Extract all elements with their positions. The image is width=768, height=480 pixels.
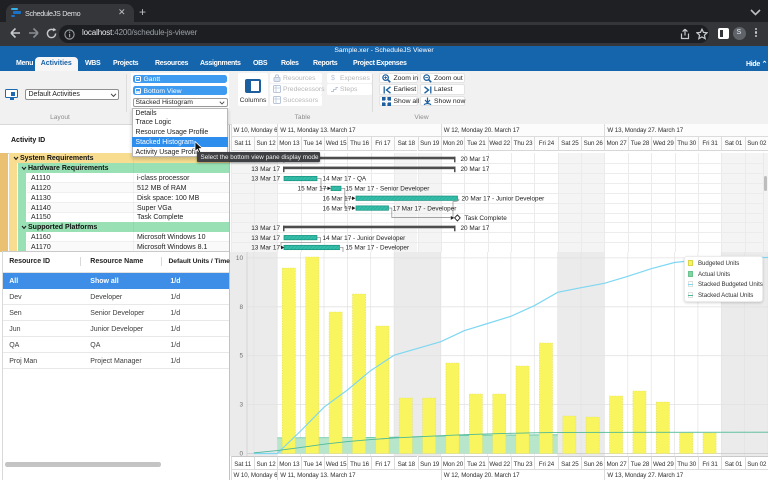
svg-text:0: 0 bbox=[239, 451, 243, 458]
svg-text:13 Mar 17: 13 Mar 17 bbox=[251, 244, 280, 251]
svg-text:3: 3 bbox=[239, 402, 243, 409]
svg-text:15 Mar 17: 15 Mar 17 bbox=[298, 185, 327, 192]
svg-text:14 Mar 17 - Junior Developer: 14 Mar 17 - Junior Developer bbox=[323, 234, 407, 241]
svg-text:20 Mar 17: 20 Mar 17 bbox=[461, 156, 490, 163]
svg-text:8: 8 bbox=[239, 304, 243, 311]
svg-text:15 Mar 17 - Developer: 15 Mar 17 - Developer bbox=[346, 244, 410, 251]
svg-text:13 Mar 17: 13 Mar 17 bbox=[251, 175, 280, 182]
svg-text:13 Mar 17: 13 Mar 17 bbox=[251, 165, 280, 172]
svg-text:13 Mar 17: 13 Mar 17 bbox=[251, 234, 280, 241]
svg-text:13 Mar 17: 13 Mar 17 bbox=[251, 224, 280, 231]
svg-text:14 Mar 17 - QA: 14 Mar 17 - QA bbox=[323, 175, 367, 182]
svg-text:5: 5 bbox=[239, 353, 243, 360]
svg-text:10: 10 bbox=[236, 255, 244, 262]
svg-text:16 Mar 17: 16 Mar 17 bbox=[323, 195, 352, 202]
svg-text:16 Mar 17: 16 Mar 17 bbox=[323, 205, 352, 212]
svg-text:20 Mar 17 - Junior Developer: 20 Mar 17 - Junior Developer bbox=[462, 195, 546, 202]
svg-text:15 Mar 17 - Senior Developer: 15 Mar 17 - Senior Developer bbox=[346, 185, 431, 192]
svg-text:Task Complete: Task Complete bbox=[465, 215, 508, 222]
svg-text:17 Mar 17 - Developer: 17 Mar 17 - Developer bbox=[393, 205, 457, 212]
svg-text:20 Mar 17: 20 Mar 17 bbox=[461, 224, 490, 231]
svg-text:20 Mar 17: 20 Mar 17 bbox=[461, 165, 490, 172]
